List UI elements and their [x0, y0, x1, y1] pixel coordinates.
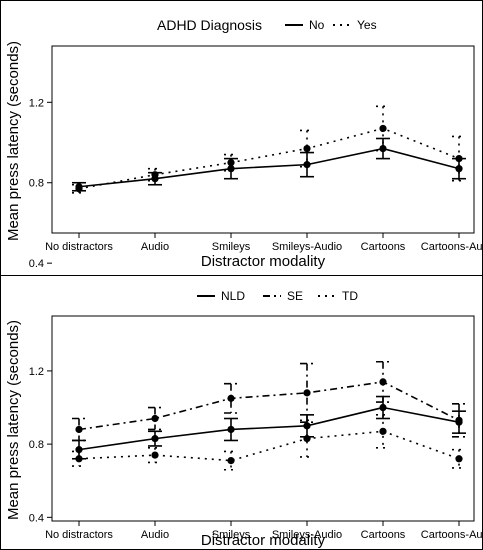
- data-point-se: [151, 414, 159, 423]
- data-point-nld: [227, 425, 235, 434]
- x-tick-label: No distractors: [45, 241, 113, 253]
- y-tick-label: 0.4: [29, 512, 44, 524]
- data-point-td: [75, 455, 83, 463]
- data-point-yes: [455, 155, 463, 163]
- legend-label-yes: Yes: [357, 18, 377, 32]
- y-tick-label: 1.2: [29, 366, 44, 378]
- data-point-se: [75, 425, 83, 434]
- y-axis-title: Mean press latency (seconds): [5, 320, 22, 520]
- data-point-td: [151, 451, 159, 459]
- x-tick-label: Audio: [141, 529, 169, 541]
- series-line-yes: [78, 127, 460, 190]
- x-tick-label: Audio: [141, 241, 169, 253]
- legend-label-se: SE: [287, 289, 303, 303]
- data-point-yes: [303, 144, 311, 153]
- data-point-td: [379, 427, 387, 435]
- legend-label-no: No: [309, 18, 325, 32]
- plot-area: [51, 45, 475, 234]
- series-line-td: [78, 430, 460, 462]
- data-point-td: [227, 456, 235, 465]
- x-tick-label: Smileys: [212, 241, 251, 253]
- series-line-se: [78, 381, 460, 431]
- legend-label-td: TD: [342, 289, 358, 303]
- legend-label-nld: NLD: [221, 289, 245, 303]
- data-point-se: [227, 394, 235, 402]
- chart-panel-1: 0.4 0.8 1.2 No distractors Audio Smileys Smile…: [5, 17, 483, 270]
- x-tick-label: Cartoons: [361, 529, 406, 541]
- data-point-yes: [75, 185, 83, 193]
- data-point-se: [379, 378, 387, 386]
- data-point-nld: [379, 403, 387, 412]
- x-tick-label: Cartoons: [361, 241, 406, 253]
- x-tick-label: Smileys-Audio: [272, 529, 342, 541]
- plot-area: [51, 315, 475, 522]
- y-axis-title: Mean press latency (seconds): [5, 41, 22, 241]
- data-point-no: [455, 165, 463, 173]
- x-axis-title: Distractor modality: [201, 253, 326, 270]
- data-point-se: [303, 389, 311, 397]
- series-line-no: [78, 147, 460, 188]
- data-point-nld: [151, 435, 159, 443]
- data-point-td: [303, 435, 311, 443]
- x-tick-label: No distractors: [45, 529, 113, 541]
- x-tick-label: Smileys: [212, 529, 251, 541]
- x-tick-label: Cartoons-Audio: [421, 241, 483, 253]
- panel-divider: [0, 275, 483, 276]
- data-point-yes: [379, 124, 387, 133]
- data-point-td: [455, 455, 463, 463]
- chart-panel-2: 0.4 0.8 1.2 No distractors Audio Smileys Smile…: [5, 289, 483, 549]
- series-line-nld: [78, 406, 460, 451]
- y-tick-label: 0.8: [29, 178, 44, 190]
- x-axis-title: Distractor modality: [201, 532, 326, 549]
- y-tick-label: 0.8: [29, 439, 44, 451]
- y-tick-label: 0.4: [29, 258, 44, 270]
- x-tick-label: Smileys-Audio: [272, 241, 342, 253]
- legend-title: ADHD Diagnosis: [157, 17, 262, 33]
- x-tick-label: Cartoons-Audio: [421, 529, 483, 541]
- data-point-se: [455, 416, 463, 424]
- data-point-nld: [303, 422, 311, 430]
- data-point-yes: [227, 159, 235, 167]
- y-tick-label: 1.2: [29, 97, 44, 109]
- data-point-yes: [151, 171, 159, 179]
